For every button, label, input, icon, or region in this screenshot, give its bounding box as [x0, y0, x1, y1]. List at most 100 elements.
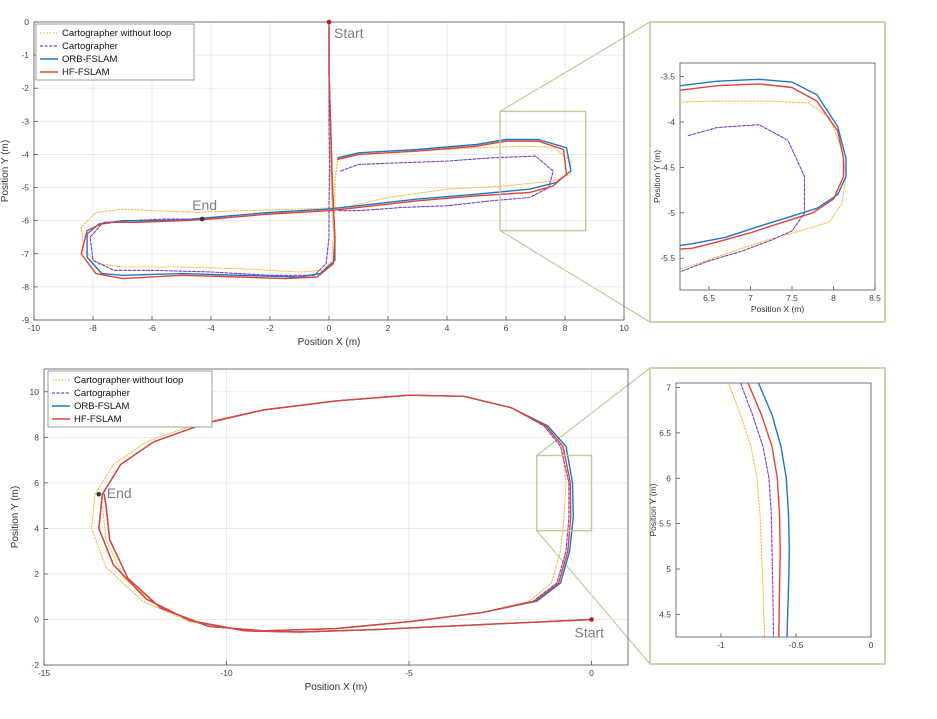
series-line — [86, 27, 572, 278]
series-line — [98, 394, 593, 633]
legend-bottom: Cartographer without loop Cartographer O… — [47, 370, 213, 428]
y-tick-label: -9 — [21, 315, 29, 325]
x-tick-label: -0.5 — [789, 640, 804, 650]
series-line — [80, 22, 568, 280]
x-tick-label: -15 — [38, 668, 51, 678]
y-tick-label: 0 — [24, 17, 29, 27]
legend-top: Cartographer without loop Cartographer O… — [35, 23, 195, 81]
x-tick-label: -2 — [266, 323, 274, 333]
y-tick-label: -3.5 — [660, 72, 675, 82]
x-tick-label: 6 — [504, 323, 509, 333]
x-tick-label: -10 — [220, 668, 233, 678]
zoom-frame — [649, 21, 886, 323]
series-line — [757, 383, 790, 637]
y-tick-label: 6.5 — [659, 428, 671, 438]
x-tick-label: 4 — [445, 323, 450, 333]
legend-label: Cartographer without loop — [62, 28, 171, 39]
x-tick-label: 8.5 — [869, 293, 881, 303]
x-tick-label: 7.5 — [786, 293, 798, 303]
x-tick-label: 7 — [748, 293, 753, 303]
series-line — [680, 124, 806, 273]
start-marker — [589, 617, 594, 622]
end-marker — [199, 216, 205, 222]
x-tick-label: 10 — [619, 323, 629, 333]
zoom-connector — [536, 530, 651, 665]
series-line — [739, 383, 775, 637]
plot-frame — [679, 62, 876, 291]
y-tick-label: -3 — [21, 116, 29, 126]
series-line — [727, 383, 766, 637]
start-label: Start — [334, 25, 364, 41]
zoom-connector — [499, 230, 651, 323]
y-tick-label: 8 — [34, 432, 39, 442]
legend-label: ORB-FSLAM — [62, 54, 118, 65]
bottom-zoom-plot: -1 -0.5 0 4.5 5 5.5 6 6.5 7 Position Y (m) — [648, 367, 886, 665]
y-tick-label: 6 — [666, 473, 671, 483]
legend-label: Cartographer without loop — [74, 375, 183, 386]
x-tick-label: 2 — [386, 323, 391, 333]
y-tick-label: 4.5 — [659, 609, 671, 619]
y-axis-label: Position Y (m) — [10, 486, 21, 548]
end-label: End — [192, 197, 217, 213]
y-tick-label: -4.5 — [660, 162, 675, 172]
x-tick-label: -1 — [717, 640, 725, 650]
x-axis-label: Position X (m) — [298, 337, 361, 348]
y-tick-label: -7 — [21, 249, 29, 259]
zoom-frame — [649, 367, 886, 665]
plot-frame — [43, 368, 629, 666]
y-tick-label: 6 — [34, 478, 39, 488]
y-axis-label: Position Y (m) — [652, 150, 662, 203]
x-tick-label: -8 — [89, 323, 97, 333]
y-tick-label: -6 — [21, 216, 29, 226]
bottom-main-plot: -15 -10 -5 0 -2 0 2 4 6 8 10 Position X (m) Position… — [10, 368, 629, 693]
x-tick-label: 8 — [563, 323, 568, 333]
series-line — [98, 394, 593, 633]
series-line — [680, 78, 847, 247]
x-tick-label: 0 — [869, 640, 874, 650]
series-line — [98, 394, 593, 633]
y-axis-label: Position Y (m) — [0, 140, 11, 202]
y-tick-label: -2 — [21, 83, 29, 93]
y-tick-label: -2 — [31, 660, 39, 670]
x-axis-label: Position X (m) — [305, 682, 368, 693]
x-tick-label: 0 — [589, 668, 594, 678]
legend-label: Cartographer — [62, 41, 118, 52]
series-line — [80, 22, 572, 273]
top-main-plot: -10 -8 -6 -4 -2 0 2 4 6 8 10 0 -1 -2 -3 -4 -5 -6 -7 -8 -9 Pos… — [0, 17, 629, 348]
y-tick-label: 2 — [34, 569, 39, 579]
x-tick-label: -4 — [207, 323, 215, 333]
top-zoom-plot: 6.5 7 7.5 8 8.5 -3.5 -4 -4.5 -5 -5.5 Position X (m… — [649, 21, 886, 323]
end-label: End — [107, 485, 132, 501]
x-tick-label: -5 — [405, 668, 413, 678]
zoom-connector — [499, 21, 651, 112]
legend-label: ORB-FSLAM — [74, 401, 130, 412]
y-axis-label: Position Y (m) — [648, 483, 658, 536]
series-line — [90, 394, 593, 633]
y-tick-label: 4 — [34, 523, 39, 533]
start-marker — [326, 19, 332, 25]
start-label: Start — [575, 624, 605, 640]
x-tick-label: 6.5 — [703, 293, 715, 303]
zoom-connector — [536, 367, 651, 456]
legend-label: HF-FSLAM — [62, 67, 110, 78]
series-line — [680, 83, 845, 250]
y-tick-label: 5.5 — [659, 519, 671, 529]
zoom-region — [499, 110, 587, 232]
y-tick-label: 10 — [30, 387, 40, 397]
end-marker — [96, 491, 102, 497]
y-tick-label: 5 — [666, 564, 671, 574]
y-tick-label: -4 — [21, 149, 29, 159]
y-tick-label: -1 — [21, 50, 29, 60]
series-line — [747, 383, 781, 637]
y-tick-label: -4 — [667, 117, 675, 127]
x-tick-label: -10 — [28, 323, 41, 333]
y-tick-label: -5 — [667, 208, 675, 218]
y-tick-label: -5.5 — [660, 253, 675, 263]
y-tick-label: -8 — [21, 282, 29, 292]
x-tick-label: 0 — [327, 323, 332, 333]
x-axis-label: Position X (m) — [751, 304, 805, 314]
y-tick-label: 7 — [666, 383, 671, 393]
x-tick-label: 8 — [831, 293, 836, 303]
x-tick-label: -6 — [148, 323, 156, 333]
